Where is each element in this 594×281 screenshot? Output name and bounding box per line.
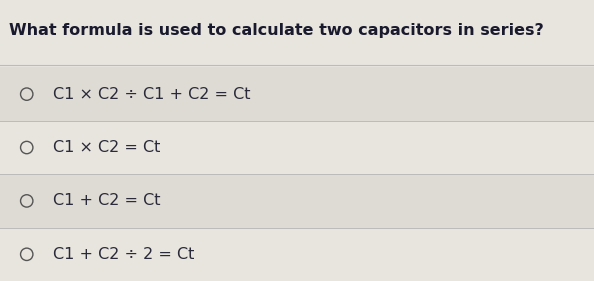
Text: C1 × C2 = Ct: C1 × C2 = Ct: [53, 140, 161, 155]
Text: C1 + C2 = Ct: C1 + C2 = Ct: [53, 193, 161, 209]
Text: C1 × C2 ÷ C1 + C2 = Ct: C1 × C2 ÷ C1 + C2 = Ct: [53, 87, 251, 102]
Text: C1 + C2 ÷ 2 = Ct: C1 + C2 ÷ 2 = Ct: [53, 247, 195, 262]
FancyBboxPatch shape: [0, 228, 594, 281]
FancyBboxPatch shape: [0, 121, 594, 174]
Text: What formula is used to calculate two capacitors in series?: What formula is used to calculate two ca…: [9, 23, 544, 38]
FancyBboxPatch shape: [0, 67, 594, 121]
FancyBboxPatch shape: [0, 174, 594, 228]
